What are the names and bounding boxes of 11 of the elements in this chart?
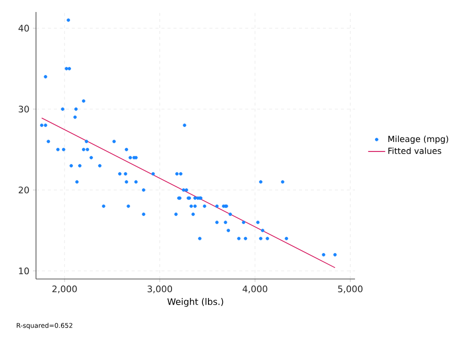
- y-tick-label: 20: [18, 186, 29, 194]
- y-tick-label: 40: [18, 24, 29, 32]
- x-tick-label: 3,000: [148, 286, 172, 294]
- x-tick-label: 4,000: [242, 286, 268, 294]
- x-axis-title: Weight (lbs.): [167, 298, 224, 307]
- x-tick-label: 2,000: [52, 286, 77, 294]
- legend-label: Fitted values: [388, 147, 442, 154]
- y-tick-label: 30: [18, 106, 29, 112]
- y-tick-label: 10: [19, 268, 29, 274]
- legend-label: Mileage (mpg): [388, 136, 448, 144]
- x-tick-label: 5,000: [338, 286, 362, 294]
